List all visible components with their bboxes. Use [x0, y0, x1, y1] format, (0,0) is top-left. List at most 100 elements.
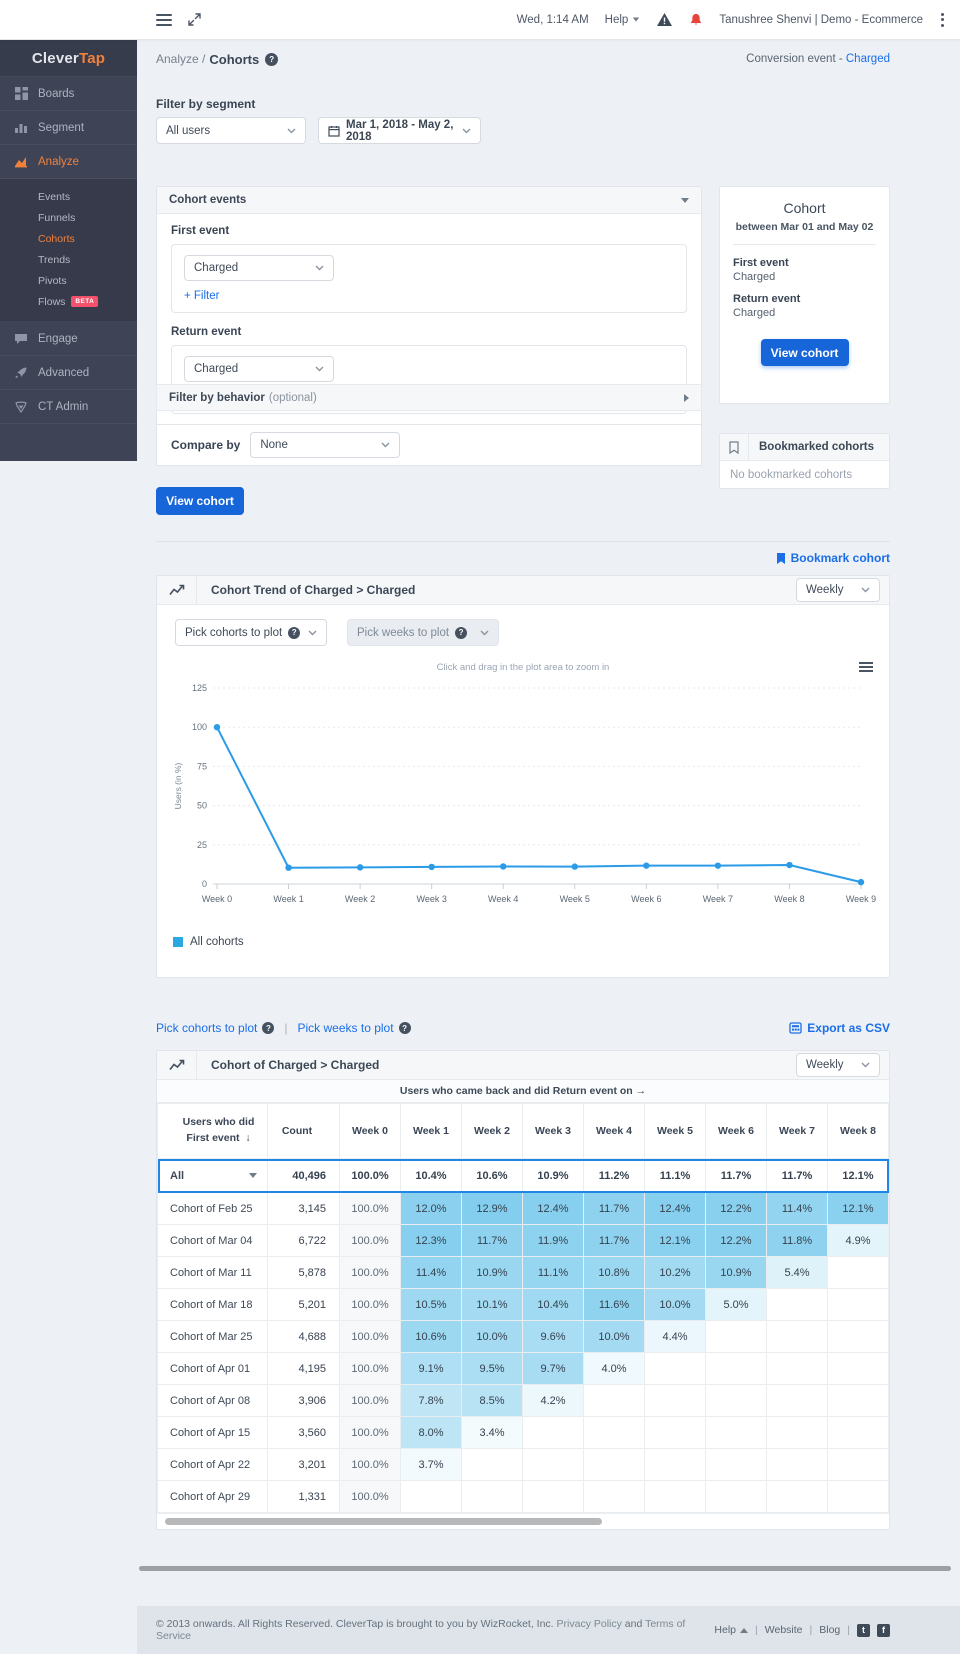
kebab-menu-icon[interactable]	[939, 11, 946, 29]
sidebar-item-label: Segment	[38, 121, 85, 134]
chart-panel-title: Cohort Trend of Charged > Charged	[211, 583, 416, 597]
pick-cohorts-link[interactable]: Pick cohorts to plot?	[156, 1021, 275, 1035]
breadcrumb-section[interactable]: Analyze /	[156, 52, 206, 66]
footer-blog-link[interactable]: Blog	[819, 1624, 841, 1636]
sidebar-subitem-cohorts[interactable]: Cohorts	[38, 232, 75, 245]
bookmark-icon	[720, 434, 749, 460]
add-filter-link[interactable]: + Filter	[184, 290, 220, 302]
week-value-cell: 4.4%	[644, 1320, 706, 1353]
cohort-table-panel: Cohort of Charged > Charged Weekly Users…	[156, 1050, 890, 1530]
sidebar-subitem-flows[interactable]: Flows BETA	[0, 291, 137, 312]
cohort-events-header[interactable]: Cohort events	[157, 187, 701, 214]
week-value-cell	[705, 1416, 767, 1449]
col-header-count[interactable]: Count	[267, 1103, 340, 1159]
week-value-cell: 9.5%	[461, 1352, 523, 1385]
expand-caret-icon[interactable]	[684, 393, 689, 402]
warning-icon[interactable]	[656, 12, 673, 27]
account-label[interactable]: Tanushree Shenvi | Demo - Ecommerce	[719, 13, 923, 26]
terms-of-service-link[interactable]: Terms of Service	[156, 1618, 686, 1642]
facebook-icon[interactable]: f	[877, 1623, 890, 1637]
compare-by-select[interactable]: None	[250, 432, 401, 458]
first-event-select[interactable]: Charged	[184, 255, 334, 281]
table-row: Cohort of Apr 22 3,201 100.0% 3.7%	[157, 1448, 889, 1481]
notifications-bell-icon[interactable]	[689, 12, 703, 28]
bookmark-cohort-link[interactable]: Bookmark cohort	[776, 551, 890, 565]
week-value-cell: 9.7%	[522, 1352, 584, 1385]
week-value-cell	[644, 1480, 706, 1513]
collapse-caret-icon[interactable]	[681, 197, 689, 203]
sidebar-item-ct-admin[interactable]: CT Admin	[0, 390, 137, 424]
footer-help-link[interactable]: Help	[714, 1624, 749, 1636]
week-value-cell: 11.2%	[583, 1158, 645, 1193]
sidebar-item-engage[interactable]: Engage	[0, 322, 137, 356]
svg-text:Week 4: Week 4	[488, 894, 518, 904]
help-menu[interactable]: Help	[605, 14, 641, 26]
week-value-cell	[522, 1416, 584, 1449]
cohort-summary-card: Cohort between Mar 01 and May 02 First e…	[719, 186, 890, 404]
date-range-select[interactable]: Mar 1, 2018 - May 2, 2018	[318, 117, 481, 144]
twitter-icon[interactable]: t	[857, 1623, 870, 1637]
sidebar-item-segment[interactable]: Segment	[0, 111, 137, 145]
sidebar-subitem-pivots[interactable]: Pivots	[38, 274, 67, 287]
table-scrollbar[interactable]	[157, 1513, 889, 1529]
bookmarked-cohorts-panel: Bookmarked cohorts No bookmarked cohorts	[719, 433, 890, 489]
week-value-cell: 10.4%	[400, 1158, 462, 1193]
page-horizontal-scrollbar[interactable]	[139, 1566, 951, 1571]
week-value-cell	[522, 1448, 584, 1481]
view-cohort-button-card[interactable]: View cohort	[760, 339, 849, 366]
count-cell: 5,201	[267, 1288, 340, 1321]
behavior-optional-label: (optional)	[268, 391, 317, 404]
chart-interval-select[interactable]: Weekly	[796, 578, 880, 602]
cohort-label-cell[interactable]: All	[157, 1158, 268, 1193]
col-header-week: Week 7	[766, 1103, 828, 1159]
sidebar-item-advanced[interactable]: Advanced	[0, 356, 137, 390]
sidebar-subitem-funnels[interactable]: Funnels	[38, 211, 76, 224]
bookmark-icon	[776, 552, 785, 564]
col-header-week: Week 0	[339, 1103, 401, 1159]
sidebar-item-boards[interactable]: Boards	[0, 77, 137, 111]
conversion-event-value[interactable]: Charged	[845, 53, 890, 65]
col-header-first-event[interactable]: Users who did First event ↓	[157, 1103, 268, 1159]
help-circle-icon[interactable]: ?	[265, 52, 279, 66]
table-row: Cohort of Apr 08 3,906 100.0% 7.8% 8.5% 4.2%	[157, 1384, 889, 1417]
week-value-cell	[705, 1448, 767, 1481]
week-value-cell: 4.9%	[827, 1224, 889, 1257]
expand-icon[interactable]	[188, 13, 201, 26]
week-value-cell	[705, 1352, 767, 1385]
sidebar-subitem-events[interactable]: Events	[38, 190, 71, 203]
privacy-policy-link[interactable]: Privacy Policy	[556, 1618, 622, 1630]
week-value-cell	[705, 1320, 767, 1353]
week-value-cell: 10.9%	[705, 1256, 767, 1289]
cohort-label-cell: Cohort of Mar 04	[157, 1224, 268, 1257]
filter-by-behavior-panel[interactable]: Filter by behavior (optional)	[156, 384, 702, 411]
chart-area[interactable]: Click and drag in the plot area to zoom …	[157, 652, 889, 932]
svg-text:Week 8: Week 8	[774, 894, 804, 904]
week-value-cell	[827, 1256, 889, 1289]
pick-weeks-select[interactable]: Pick weeks to plot ?	[347, 619, 499, 646]
week-value-cell: 10.6%	[400, 1320, 462, 1353]
table-row: Cohort of Apr 01 4,195 100.0% 9.1% 9.5% 9.7% 4…	[157, 1352, 889, 1385]
chevron-down-icon	[287, 125, 296, 137]
chart-interval-value: Weekly	[806, 584, 844, 596]
hamburger-icon[interactable]	[156, 13, 172, 26]
return-event-select[interactable]: Charged	[184, 356, 334, 382]
week-value-cell: 12.3%	[400, 1224, 462, 1257]
view-cohort-button[interactable]: View cohort	[156, 487, 244, 515]
pick-weeks-link[interactable]: Pick weeks to plot?	[298, 1021, 411, 1035]
sidebar-subitem-trends[interactable]: Trends	[38, 253, 71, 266]
clevertap-logo[interactable]: Clever Tap	[0, 40, 137, 77]
footer-website-link[interactable]: Website	[764, 1624, 803, 1636]
week-value-cell	[644, 1416, 706, 1449]
calendar-icon	[328, 125, 340, 137]
week-value-cell	[644, 1352, 706, 1385]
scrollbar-thumb[interactable]	[165, 1518, 602, 1525]
export-csv-link[interactable]: Export as CSV	[789, 1021, 890, 1035]
chart-legend[interactable]: All cohorts	[157, 936, 889, 948]
chart-context-menu-icon[interactable]	[859, 662, 873, 672]
svg-text:Week 1: Week 1	[273, 894, 303, 904]
sidebar-item-analyze[interactable]: Analyze	[0, 145, 137, 179]
table-interval-select[interactable]: Weekly	[796, 1053, 880, 1077]
segment-select[interactable]: All users	[156, 117, 306, 144]
pick-cohorts-select[interactable]: Pick cohorts to plot ?	[175, 619, 327, 646]
sidebar-item-label: Analyze	[38, 155, 79, 168]
